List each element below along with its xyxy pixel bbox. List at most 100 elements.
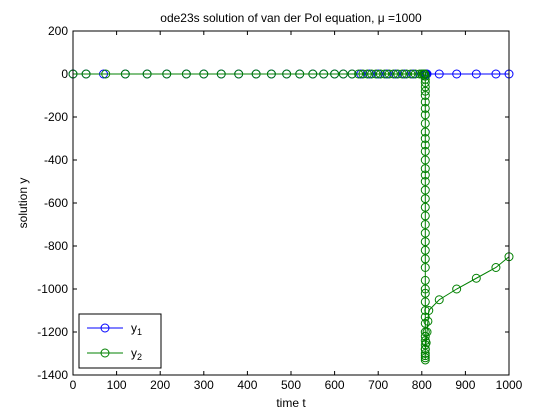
legend-marker-y1 (100, 323, 110, 333)
plot-border (72, 30, 510, 376)
data-point-y2 (388, 69, 398, 79)
data-point-y2 (420, 97, 430, 107)
data-point-y2 (406, 69, 416, 79)
data-point-y2 (367, 69, 377, 79)
data-point-y2 (420, 349, 430, 358)
legend-marker-y2 (100, 348, 110, 358)
data-point-y2 (420, 275, 430, 285)
data-point-y2 (199, 69, 209, 79)
data-point-y2 (142, 69, 152, 79)
data-point-y2 (251, 69, 261, 79)
x-axis-title: time t (276, 396, 306, 410)
data-point-y2 (358, 69, 368, 79)
data-point-y2 (420, 306, 430, 315)
data-point-y2 (420, 146, 430, 156)
data-point-y2 (420, 202, 430, 212)
data-point-y2 (338, 69, 348, 79)
data-point-y2 (308, 69, 318, 79)
data-point-y2 (420, 263, 430, 272)
data-point-y2 (471, 273, 481, 283)
x-tick-label: 1000 (496, 378, 523, 392)
data-point-y2 (420, 220, 430, 229)
x-tick-label: 500 (281, 378, 301, 392)
data-point-y2 (393, 69, 403, 79)
y-tick-label: -1400 (37, 368, 68, 382)
legend: y1 y2 (78, 313, 162, 369)
x-tick-label: 900 (455, 378, 475, 392)
data-point-y2 (362, 69, 372, 79)
data-point-y2 (181, 69, 191, 79)
data-point-y2 (162, 69, 172, 79)
data-point-y2 (415, 69, 425, 79)
x-tick-label: 800 (412, 378, 432, 392)
data-point-y2 (420, 82, 430, 92)
data-point-y2 (491, 263, 501, 272)
data-point-y2 (420, 155, 430, 165)
data-point-y1 (452, 69, 462, 79)
data-point-y2 (282, 69, 292, 79)
chart-title: ode23s solution of van der Pol equation,… (160, 11, 422, 25)
data-point-y2 (371, 69, 381, 79)
data-point-y2 (330, 69, 340, 79)
data-point-y2 (402, 69, 412, 79)
y-tick-label: 0 (61, 67, 68, 81)
data-point-y2 (423, 316, 433, 326)
data-point-y2 (420, 177, 430, 186)
legend-label-y1: y1 (131, 321, 142, 337)
data-point-y2 (216, 69, 226, 79)
y-tick-label: 200 (48, 24, 68, 38)
x-tick-label: 700 (368, 378, 388, 392)
data-point-y2 (420, 127, 430, 137)
data-point-y2 (420, 194, 430, 204)
data-point-y2 (380, 69, 390, 79)
data-point-y2 (420, 288, 430, 298)
data-point-y2 (424, 306, 434, 315)
data-point-y2 (420, 140, 430, 150)
data-point-y2 (421, 338, 431, 348)
data-point-y2 (420, 71, 430, 81)
series-y2 (68, 69, 514, 365)
x-tick-label: 300 (194, 378, 214, 392)
data-point-y2 (420, 110, 430, 120)
y-axis-title: solution y (16, 178, 30, 229)
data-point-y1 (491, 69, 501, 79)
data-point-y2 (420, 86, 430, 96)
data-point-y2 (319, 69, 329, 79)
data-point-y2 (420, 78, 430, 88)
data-point-y2 (420, 331, 430, 341)
data-point-y2 (420, 284, 430, 294)
data-point-y2 (120, 69, 130, 79)
data-point-y2 (384, 69, 394, 79)
data-point-y2 (452, 284, 462, 294)
data-point-y2 (420, 344, 430, 354)
data-point-y2 (295, 69, 305, 79)
data-point-y1 (434, 69, 444, 79)
x-tick-label: 200 (150, 378, 170, 392)
data-point-y1 (471, 69, 481, 79)
data-point-y2 (420, 228, 430, 238)
y-tick-label: -200 (44, 110, 68, 124)
data-point-y2 (420, 164, 430, 174)
data-point-y2 (397, 69, 407, 79)
data-point-y2 (420, 353, 430, 363)
data-point-y2 (420, 254, 430, 264)
y-tick-label: -400 (44, 153, 68, 167)
legend-label-y2: y2 (131, 346, 142, 362)
tick-labels: 0 100 200 300 400 500 600 700 800 900 1000 200 0 -200… (37, 24, 522, 392)
data-point-y2 (420, 297, 430, 307)
data-point-y2 (420, 245, 430, 255)
y-tick-label: -1000 (37, 282, 68, 296)
data-point-y2 (347, 69, 357, 79)
data-point-y2 (420, 185, 430, 195)
data-point-y2 (420, 103, 430, 113)
data-point-y2 (266, 69, 276, 79)
data-point-y2 (420, 91, 430, 100)
legend-box (78, 313, 162, 369)
data-point-y2 (420, 118, 430, 128)
data-point-y2 (101, 69, 111, 79)
data-point-y2 (354, 69, 364, 79)
x-tick-label: 400 (237, 378, 257, 392)
data-point-y2 (420, 355, 430, 365)
